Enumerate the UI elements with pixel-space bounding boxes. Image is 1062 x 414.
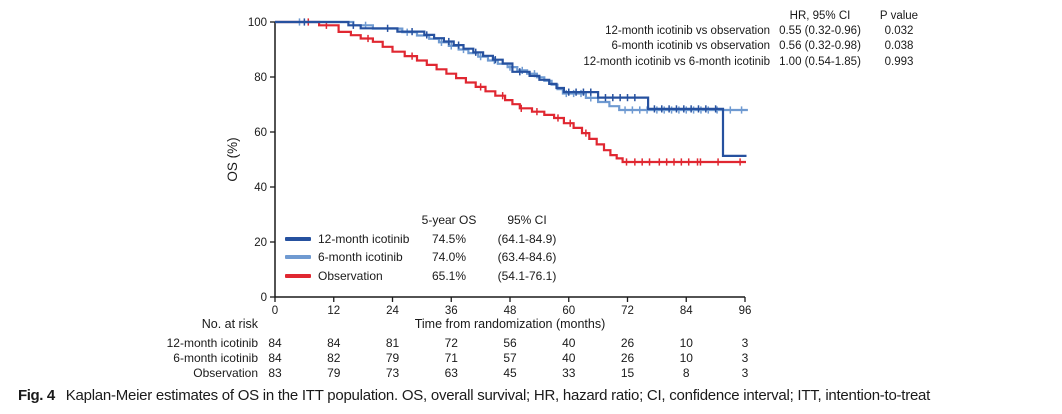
p-value: 0.032: [884, 25, 914, 38]
ci-header: 95% CI: [507, 213, 547, 228]
at-risk-count: 56: [503, 336, 517, 350]
ci-value: (64.1-84.9): [497, 231, 557, 246]
x-tick-label: 24: [386, 305, 399, 317]
y-tick-label: 0: [261, 292, 267, 304]
x-tick-label: 60: [562, 305, 575, 317]
legend-header-row: 5-year OS 95% CI: [285, 211, 574, 230]
at-risk-count: 26: [620, 336, 635, 350]
at-risk-count: 72: [444, 336, 458, 350]
hr-table-row: 6-month icotinib vs observation 0.56 (0.…: [556, 39, 928, 54]
line-swatch-12-month: [285, 236, 311, 241]
hr-ci-value: 0.55 (0.32-0.96): [779, 25, 861, 38]
legend-series-label: 12-month icotinib: [318, 231, 410, 246]
legend-row: 6-month icotinib 74.0% (63.4-84.6): [285, 248, 574, 267]
at-risk-count: 79: [327, 366, 341, 380]
km-plot: 0 12 24 36 48 60 72 84 96 0 20 40 60 80 100 Time from r…: [225, 17, 752, 331]
at-risk-count: 83: [268, 366, 282, 380]
at-risk-title: No. at risk: [201, 317, 258, 331]
at-risk-count: 40: [562, 351, 576, 365]
x-tick-label: 0: [272, 305, 278, 317]
p-value: 0.038: [884, 40, 914, 53]
figure-number: Fig. 4: [18, 387, 55, 404]
hr-comparison: 12-month icotinib vs observation: [605, 25, 770, 38]
at-risk-count: 15: [620, 366, 635, 380]
at-risk-count: 3: [741, 366, 749, 380]
hr-table: HR, 95% CI P value 12-month icotinib vs …: [556, 9, 928, 70]
hr-table-row: 12-month icotinib vs 6-month icotinib 1.…: [556, 55, 928, 70]
y-axis-label: OS (%): [225, 137, 240, 181]
at-risk-count: 79: [385, 351, 400, 365]
at-risk-count: 10: [679, 351, 693, 365]
at-risk-count: 3: [741, 351, 749, 365]
five-year-os-value: 65.1%: [431, 268, 467, 283]
x-tick-label: 72: [621, 305, 634, 317]
hr-table-header-row: HR, 95% CI P value: [556, 9, 928, 24]
at-risk-count: 10: [679, 336, 693, 350]
x-tick-label: 84: [680, 305, 693, 317]
at-risk-row-label: 6-month icotinib: [173, 351, 258, 365]
five-year-os-value: 74.5%: [431, 231, 467, 246]
at-risk-count: 84: [268, 351, 282, 365]
at-risk-count: 45: [503, 366, 517, 380]
hr-table-row: 12-month icotinib vs observation 0.55 (0…: [556, 24, 928, 39]
y-tick-label: 60: [254, 127, 267, 139]
at-risk-row-label: 12-month icotinib: [166, 336, 258, 350]
at-risk-count: 33: [562, 366, 576, 380]
at-risk-count: 3: [741, 336, 749, 350]
at-risk-count: 82: [327, 351, 341, 365]
x-axis-label: Time from randomization (months): [415, 317, 606, 331]
y-tick-label: 100: [248, 17, 267, 29]
legend-series-label: 6-month icotinib: [318, 250, 403, 265]
legend-swatch-spacer: [285, 218, 311, 222]
five-year-os-value: 74.0%: [431, 250, 467, 265]
figure-caption-text: Kaplan-Meier estimates of OS in the ITT …: [65, 387, 931, 404]
at-risk-count: 71: [444, 351, 458, 365]
at-risk-count: 81: [385, 336, 400, 350]
hr-comparison: 12-month icotinib vs 6-month icotinib: [583, 55, 770, 68]
at-risk-count: 84: [327, 336, 341, 350]
legend-table: 5-year OS 95% CI 12-month icotinib 74.5%…: [285, 211, 574, 285]
at-risk-count: 63: [444, 366, 458, 380]
at-risk-count: 84: [268, 336, 282, 350]
line-swatch-observation: [285, 273, 311, 278]
km-curve-12-month-icotinib: [275, 20, 747, 157]
hr-comparison: 6-month icotinib vs observation: [611, 40, 770, 53]
ci-value: (54.1-76.1): [497, 268, 557, 283]
hr-ci-header: HR, 95% CI: [789, 10, 851, 22]
y-tick-label: 20: [254, 237, 267, 249]
km-curve-observation: [275, 20, 746, 164]
at-risk-count: 8: [682, 366, 690, 380]
at-risk-count: 40: [562, 336, 576, 350]
x-tick-label: 96: [739, 305, 752, 317]
x-tick-label: 12: [327, 305, 340, 317]
x-tick-label: 36: [445, 305, 458, 317]
x-tick-label: 48: [504, 305, 517, 317]
legend-series-label: Observation: [318, 268, 383, 283]
at-risk-row-label: Observation: [193, 366, 258, 380]
at-risk-count: 73: [385, 366, 400, 380]
five-year-os-header: 5-year OS: [421, 213, 477, 228]
legend-row: 12-month icotinib 74.5% (64.1-84.9): [285, 230, 574, 249]
p-value: 0.993: [884, 55, 914, 68]
hr-ci-value: 0.56 (0.32-0.98): [779, 40, 861, 53]
legend-row: Observation 65.1% (54.1-76.1): [285, 267, 574, 286]
line-swatch-6-month: [285, 255, 311, 260]
figure-caption: Fig. 4 Kaplan-Meier estimates of OS in th…: [18, 387, 1054, 404]
ci-value: (63.4-84.6): [497, 250, 557, 265]
y-tick-label: 80: [254, 72, 267, 84]
at-risk-count: 26: [620, 351, 635, 365]
at-risk-count: 57: [503, 351, 517, 365]
y-tick-label: 40: [254, 182, 267, 194]
hr-ci-value: 1.00 (0.54-1.85): [779, 55, 861, 68]
p-value-header: P value: [879, 10, 919, 22]
